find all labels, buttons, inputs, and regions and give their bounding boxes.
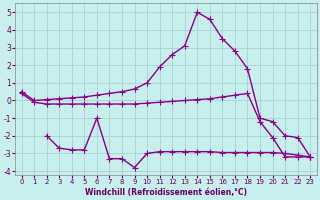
- X-axis label: Windchill (Refroidissement éolien,°C): Windchill (Refroidissement éolien,°C): [85, 188, 247, 197]
